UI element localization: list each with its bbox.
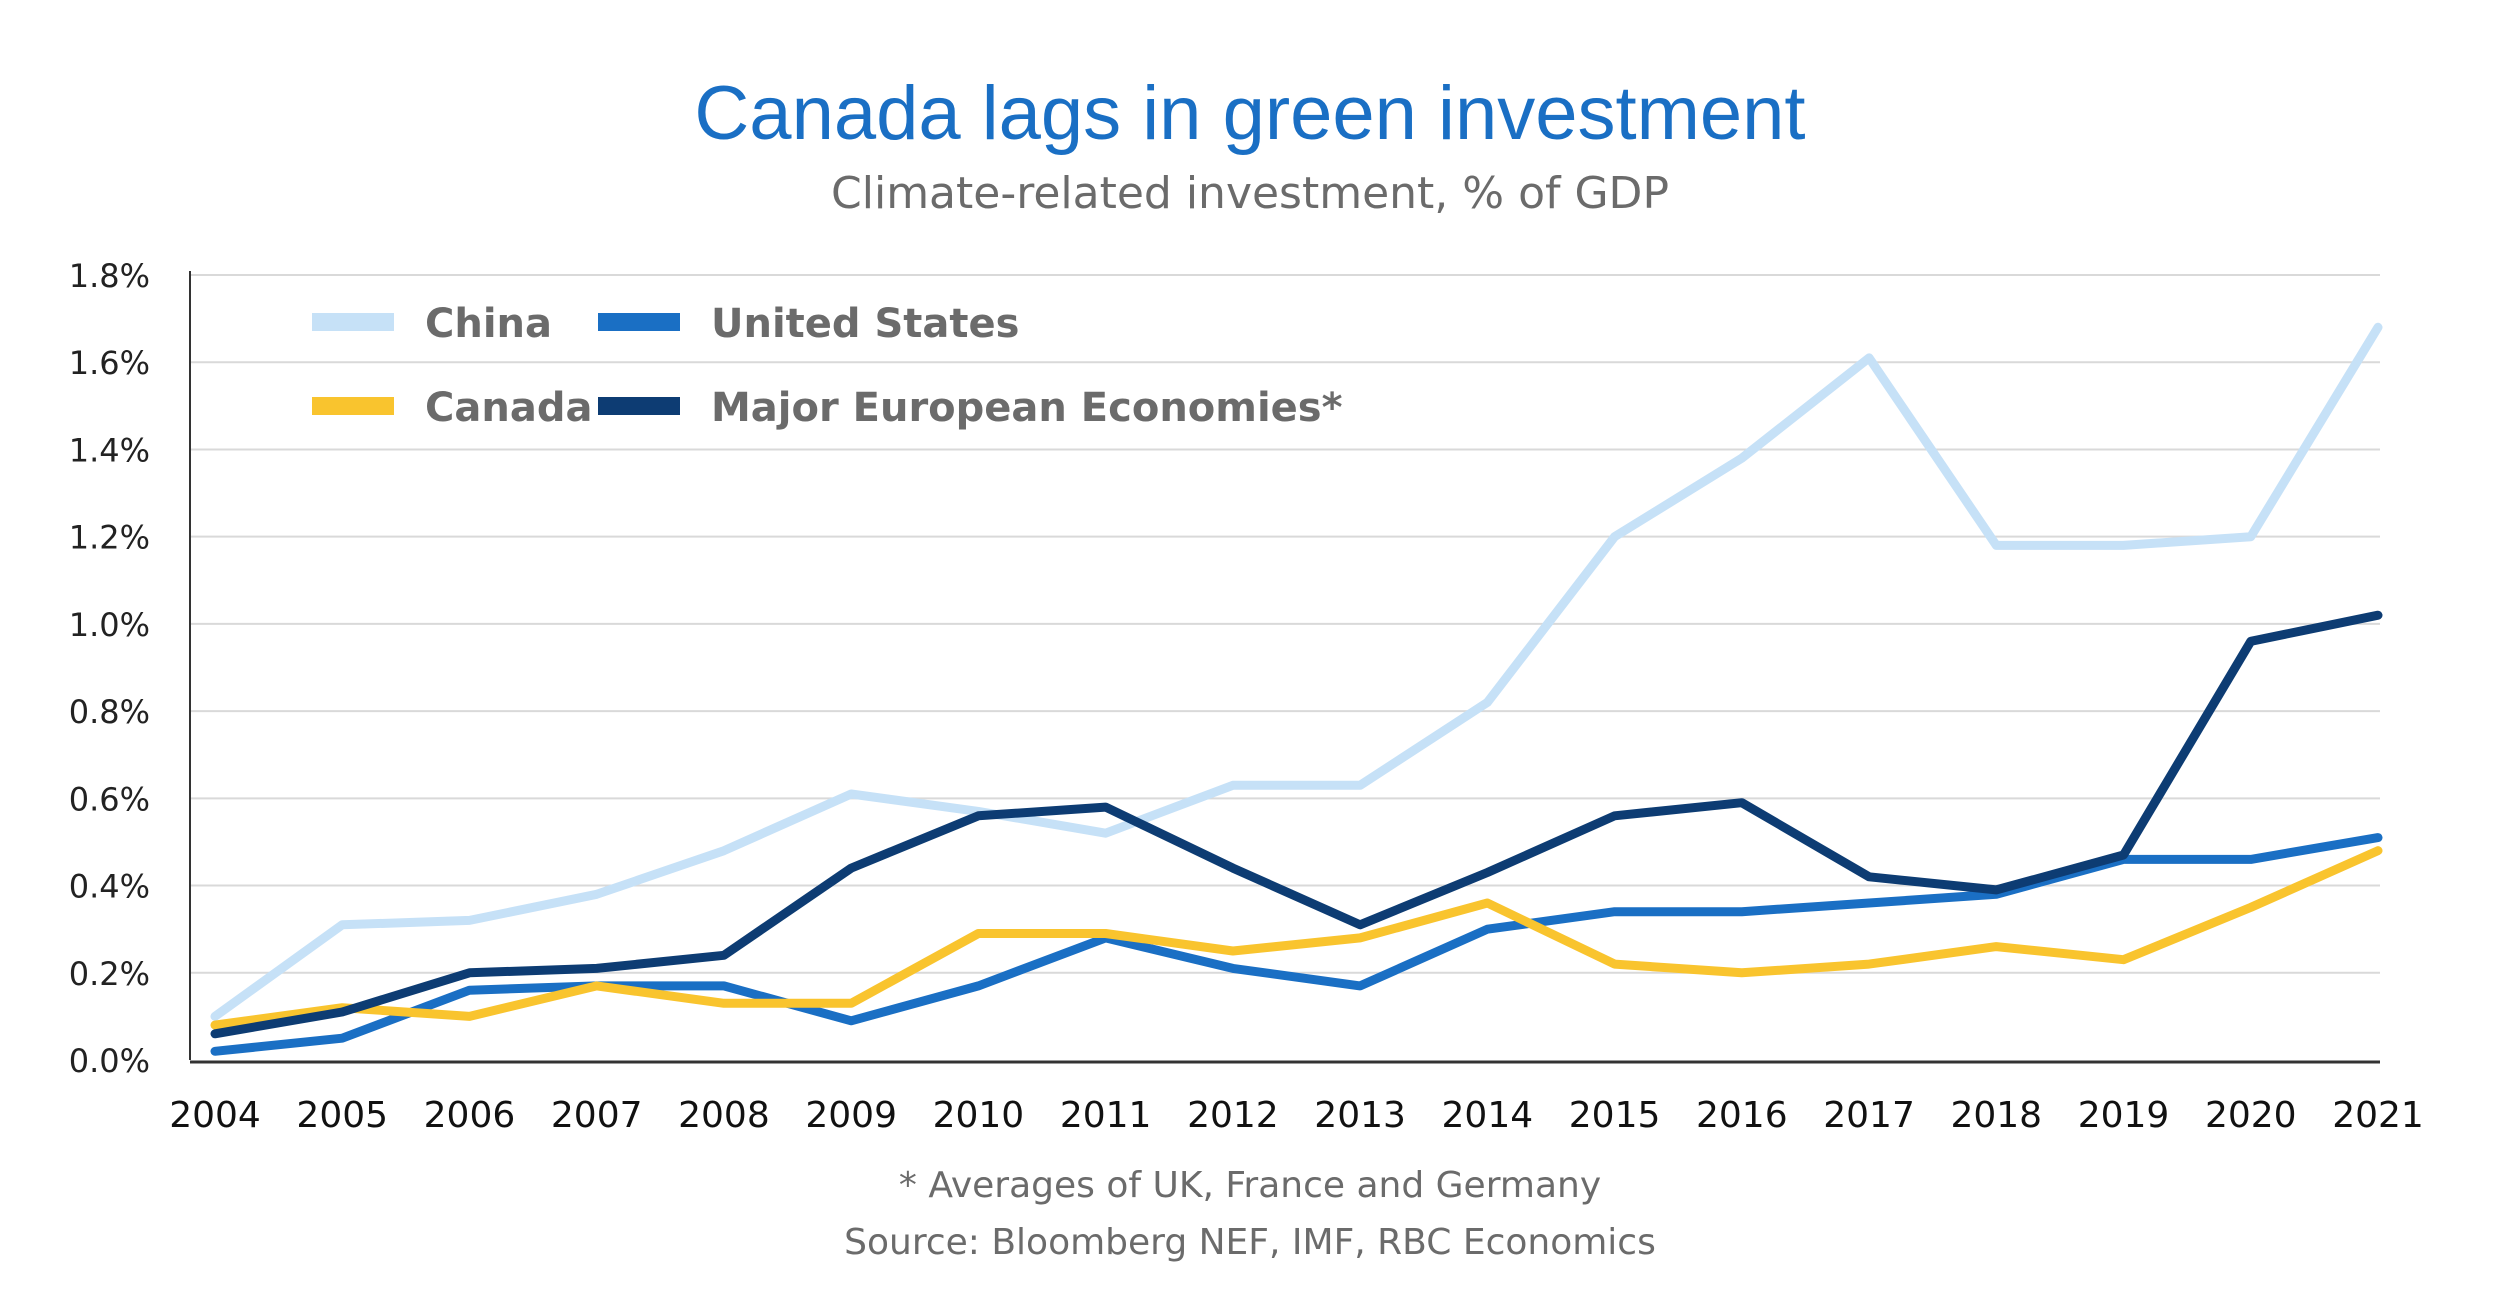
series-lines [210,322,2383,1056]
legend-swatch-canada [312,397,394,415]
x-tick-label: 2013 [1314,1095,1406,1136]
y-tick-label: 0.8% [69,693,150,731]
y-tick-label: 0.0% [69,1042,150,1080]
y-tick-label: 0.2% [69,955,150,993]
x-tick-label: 2005 [296,1095,388,1136]
x-tick-label: 2008 [678,1095,770,1136]
y-tick-label: 0.6% [69,780,150,818]
x-tick-label: 2010 [933,1095,1025,1136]
legend-label-major-european-economies: Major European Economies* [711,385,1343,431]
legend: China United States Canada Major European E… [312,301,1343,431]
x-tick-label: 2020 [2205,1095,2297,1136]
legend-label-united-states: United States [711,301,1019,347]
x-tick-label: 2016 [1696,1095,1788,1136]
legend-label-canada: Canada [425,385,592,431]
y-tick-label: 1.4% [69,431,150,469]
legend-swatch-china [312,313,394,331]
series-line-china [210,322,2383,1021]
chart-title: Canada lags in green investment [694,71,1806,156]
x-tick-label: 2012 [1187,1095,1279,1136]
x-tick-label: 2021 [2332,1095,2424,1136]
gridlines [190,274,2380,974]
x-tick-label: 2015 [1569,1095,1661,1136]
y-tick-label: 1.2% [69,519,150,557]
x-tick-label: 2007 [551,1095,643,1136]
y-tick-label: 1.6% [69,344,150,382]
axes [189,271,2380,1064]
x-tick-label: 2004 [169,1095,261,1136]
series-line-canada [210,846,2383,1030]
footnote: * Averages of UK, France and Germany [898,1165,1602,1206]
y-tick-label: 1.0% [69,606,150,644]
legend-swatch-united-states [598,313,680,331]
x-tick-label: 2006 [424,1095,516,1136]
x-tick-label: 2011 [1060,1095,1152,1136]
x-tick-label: 2014 [1442,1095,1534,1136]
y-tick-labels: 0.0% 0.2% 0.4% 0.6% 0.8% 1.0% 1.2% 1.4% 1.6% 1.8% [69,257,150,1080]
legend-label-china: China [425,301,552,347]
y-tick-label: 1.8% [69,257,150,295]
legend-swatch-major-european-economies [598,397,680,415]
x-tick-labels: 2004 2005 2006 2007 2008 2009 2010 2011 2012 2013… [169,1095,2424,1136]
x-tick-label: 2009 [805,1095,897,1136]
chart-subtitle: Climate-related investment, % of GDP [831,168,1669,219]
y-tick-label: 0.4% [69,868,150,906]
x-tick-label: 2017 [1823,1095,1915,1136]
series-line-major-european-economies [210,610,2383,1039]
x-tick-label: 2019 [2078,1095,2170,1136]
source-note: Source: Bloomberg NEF, IMF, RBC Economic… [844,1222,1656,1263]
x-tick-label: 2018 [1950,1095,2042,1136]
